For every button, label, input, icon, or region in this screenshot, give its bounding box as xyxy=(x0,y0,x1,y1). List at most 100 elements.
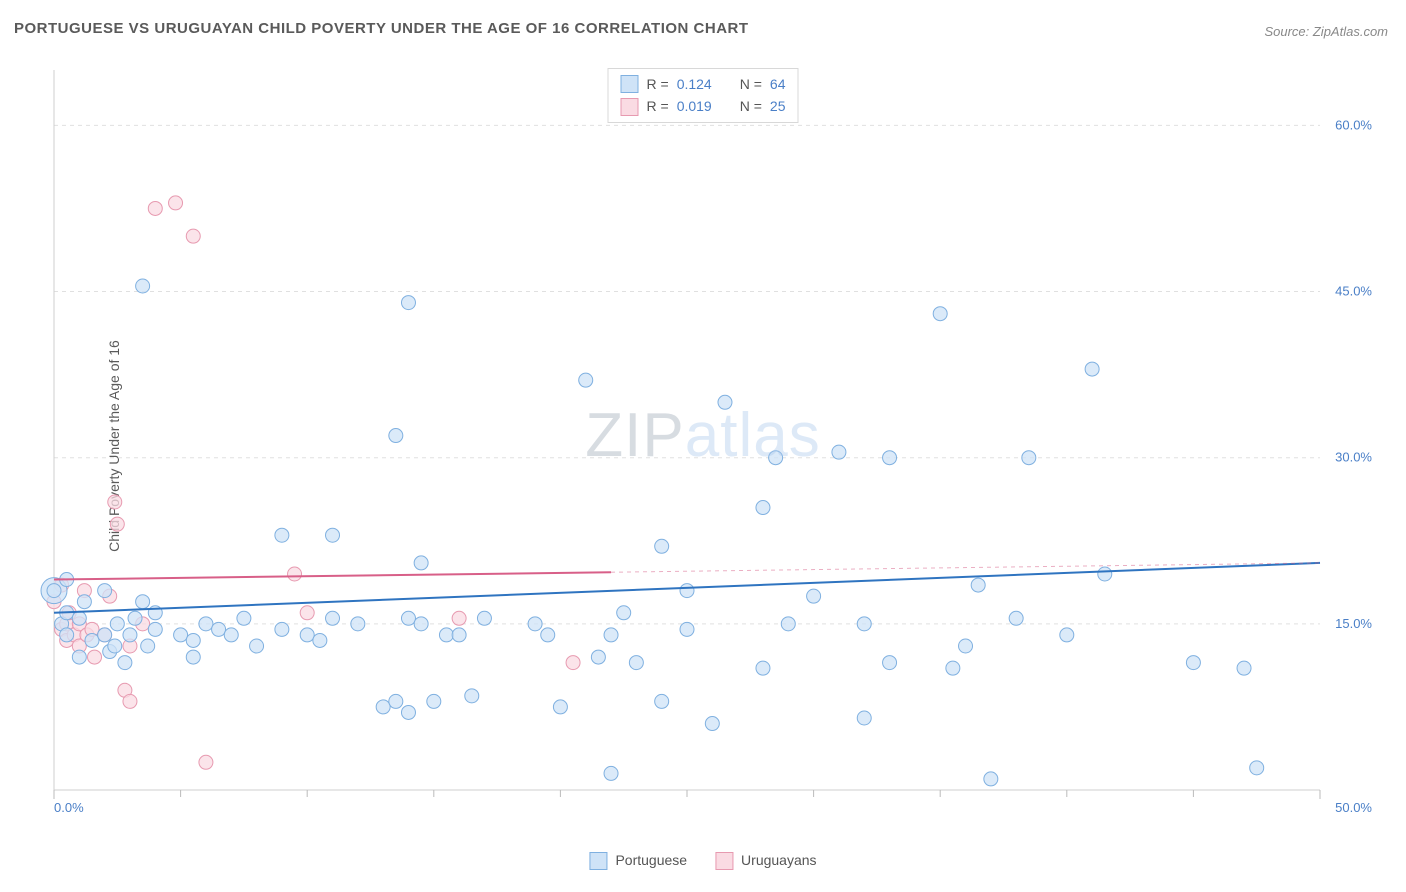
data-point xyxy=(541,628,555,642)
r-value: 0.124 xyxy=(677,73,712,95)
data-point xyxy=(1098,567,1112,581)
data-point xyxy=(427,694,441,708)
legend-swatch xyxy=(621,98,639,116)
data-point xyxy=(98,584,112,598)
data-point xyxy=(1060,628,1074,642)
data-point xyxy=(883,451,897,465)
r-value: 0.019 xyxy=(677,95,712,117)
data-point xyxy=(237,611,251,625)
data-point xyxy=(60,628,74,642)
n-value: 64 xyxy=(770,73,786,95)
scatter-plot: 15.0%30.0%45.0%60.0%0.0%50.0% xyxy=(50,60,1380,820)
data-point xyxy=(414,556,428,570)
data-point xyxy=(528,617,542,631)
data-point xyxy=(1085,362,1099,376)
data-point xyxy=(832,445,846,459)
chart-title: PORTUGUESE VS URUGUAYAN CHILD POVERTY UN… xyxy=(14,20,749,37)
data-point xyxy=(77,595,91,609)
data-point xyxy=(108,495,122,509)
data-point xyxy=(72,650,86,664)
plot-svg: 15.0%30.0%45.0%60.0%0.0%50.0% xyxy=(50,60,1380,820)
data-point xyxy=(857,711,871,725)
data-point xyxy=(148,622,162,636)
data-point xyxy=(110,617,124,631)
series-name: Portuguese xyxy=(615,852,687,868)
data-point xyxy=(452,611,466,625)
data-point xyxy=(136,279,150,293)
data-point xyxy=(250,639,264,653)
stat-legend: R =0.124N =64R =0.019N =25 xyxy=(608,68,799,123)
data-point xyxy=(376,700,390,714)
data-point xyxy=(933,307,947,321)
data-point xyxy=(705,717,719,731)
data-point xyxy=(123,628,137,642)
data-point xyxy=(108,639,122,653)
data-point xyxy=(300,606,314,620)
data-point xyxy=(288,567,302,581)
data-point xyxy=(718,395,732,409)
y-tick-label: 45.0% xyxy=(1335,284,1372,299)
data-point xyxy=(883,656,897,670)
data-point xyxy=(553,700,567,714)
data-point xyxy=(984,772,998,786)
data-point xyxy=(169,196,183,210)
data-point xyxy=(807,589,821,603)
n-label: N = xyxy=(740,95,762,117)
data-point xyxy=(439,628,453,642)
data-point xyxy=(1250,761,1264,775)
data-point xyxy=(300,628,314,642)
legend-swatch xyxy=(589,852,607,870)
data-point xyxy=(591,650,605,664)
data-point xyxy=(680,622,694,636)
data-point xyxy=(604,628,618,642)
data-point xyxy=(186,650,200,664)
data-point xyxy=(123,694,137,708)
data-point xyxy=(971,578,985,592)
data-point xyxy=(72,611,86,625)
series-name: Uruguayans xyxy=(741,852,817,868)
data-point xyxy=(477,611,491,625)
r-label: R = xyxy=(647,73,669,95)
data-point xyxy=(326,528,340,542)
y-tick-label: 15.0% xyxy=(1335,616,1372,631)
stat-legend-row: R = 0.124 N = 64 xyxy=(621,73,786,95)
data-point xyxy=(655,694,669,708)
data-point xyxy=(47,584,61,598)
data-point xyxy=(401,296,415,310)
data-point xyxy=(275,622,289,636)
data-point xyxy=(959,639,973,653)
data-point xyxy=(781,617,795,631)
data-point xyxy=(313,633,327,647)
series-legend-item: Uruguayans xyxy=(715,852,817,870)
data-point xyxy=(414,617,428,631)
data-point xyxy=(946,661,960,675)
data-point xyxy=(148,201,162,215)
data-point xyxy=(88,650,102,664)
data-point xyxy=(326,611,340,625)
data-point xyxy=(452,628,466,642)
source-label: Source: ZipAtlas.com xyxy=(1264,24,1388,39)
r-label: R = xyxy=(647,95,669,117)
data-point xyxy=(275,528,289,542)
trend-line xyxy=(54,563,1320,613)
data-point xyxy=(199,755,213,769)
data-point xyxy=(224,628,238,642)
n-label: N = xyxy=(740,73,762,95)
data-point xyxy=(401,705,415,719)
data-point xyxy=(212,622,226,636)
data-point xyxy=(756,661,770,675)
series-legend-item: Portuguese xyxy=(589,852,687,870)
x-tick-label: 50.0% xyxy=(1335,800,1372,815)
series-legend: Portuguese Uruguayans xyxy=(589,852,816,870)
data-point xyxy=(199,617,213,631)
y-tick-label: 30.0% xyxy=(1335,450,1372,465)
y-tick-label: 60.0% xyxy=(1335,117,1372,132)
data-point xyxy=(579,373,593,387)
data-point xyxy=(110,517,124,531)
data-point xyxy=(141,639,155,653)
data-point xyxy=(186,229,200,243)
stat-legend-row: R =0.019N =25 xyxy=(621,95,786,117)
data-point xyxy=(389,429,403,443)
data-point xyxy=(566,656,580,670)
data-point xyxy=(389,694,403,708)
